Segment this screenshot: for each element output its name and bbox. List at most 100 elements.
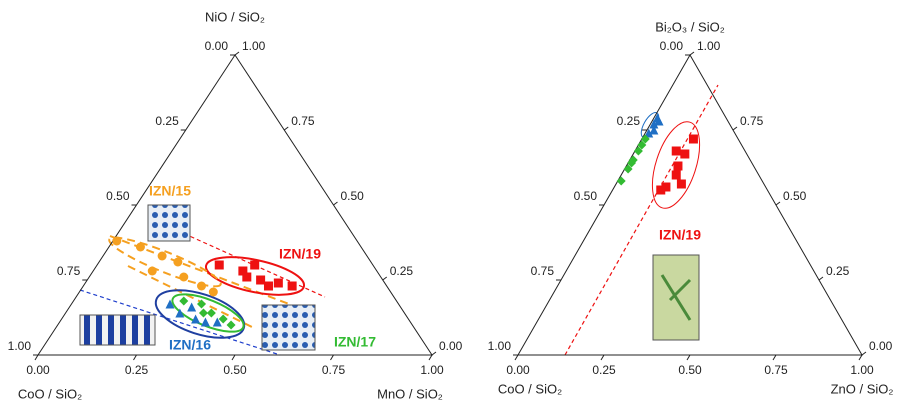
- point: [649, 119, 659, 129]
- point: [671, 170, 681, 180]
- tick-mark: [818, 276, 824, 281]
- point: [212, 317, 222, 327]
- left-tick-label: 1.00: [488, 339, 512, 353]
- point: [226, 320, 236, 330]
- point: [273, 278, 283, 288]
- point: [214, 260, 224, 270]
- point: [673, 161, 683, 171]
- point: [242, 272, 252, 282]
- tick-mark: [689, 51, 695, 56]
- left-tick-label: 1.00: [8, 339, 32, 353]
- point: [218, 314, 228, 324]
- left-tick-label: 0.50: [106, 189, 130, 203]
- point: [263, 281, 273, 291]
- right-tick-label: 0.50: [783, 189, 807, 203]
- point: [680, 149, 690, 159]
- tick-mark: [428, 354, 433, 361]
- point: [147, 266, 157, 276]
- bottom-tick-label: 0.50: [678, 363, 702, 377]
- tick-mark: [283, 126, 289, 131]
- series-label: IZN/17: [334, 334, 376, 350]
- tick-mark: [34, 354, 39, 361]
- point: [173, 257, 183, 267]
- point: [250, 260, 260, 270]
- bottom-tick-label: 1.00: [850, 363, 874, 377]
- left-tick-label: 0.25: [155, 114, 179, 128]
- point: [198, 308, 208, 318]
- point: [688, 134, 698, 144]
- point: [637, 140, 647, 150]
- tick-mark: [133, 354, 137, 361]
- ellipses: [108, 112, 701, 339]
- bottom-tick-label: 0.00: [506, 363, 530, 377]
- point: [623, 164, 633, 174]
- series-label: IZN/19: [659, 227, 701, 243]
- left-tick-label: 0.25: [617, 114, 641, 128]
- point: [200, 317, 210, 327]
- tick-mark: [600, 354, 605, 361]
- left-tick-label: 0.50: [574, 189, 598, 203]
- right-tick-label: 0.25: [826, 264, 850, 278]
- tick-mark: [686, 354, 691, 361]
- tick-mark: [382, 276, 388, 281]
- tick-mark: [732, 126, 738, 131]
- tick-mark: [514, 354, 519, 361]
- series-label: IZN/19: [279, 246, 321, 262]
- point: [633, 146, 643, 156]
- tick-mark: [330, 354, 334, 361]
- point: [179, 272, 189, 282]
- tick-mark: [858, 354, 863, 361]
- point: [649, 125, 659, 135]
- point: [256, 275, 266, 285]
- bottom-tick-label: 0.75: [322, 363, 346, 377]
- right-tick-label: 0.00: [869, 339, 893, 353]
- series-label: IZN/16: [169, 337, 211, 353]
- tick-mark: [431, 351, 437, 356]
- point: [135, 242, 145, 252]
- tick-mark: [231, 354, 236, 361]
- bottom-tick-label: 0.00: [26, 363, 50, 377]
- tick-mark: [234, 51, 240, 56]
- bottom-tick-label: 0.75: [764, 363, 788, 377]
- tick-mark: [861, 351, 867, 356]
- right-tick-label: 0.75: [740, 114, 764, 128]
- right-axis-label: MnO / SiO₂: [377, 386, 443, 401]
- point: [640, 134, 650, 144]
- tick-mark: [775, 201, 781, 206]
- left-tick-label: 0.00: [660, 39, 684, 53]
- series-label: IZN/15: [149, 183, 191, 199]
- point: [671, 146, 681, 156]
- point: [179, 296, 189, 306]
- right-tick-label: 0.25: [390, 264, 414, 278]
- left-axis-label: CoO / SiO₂: [498, 381, 562, 396]
- top-axis-label: NiO / SiO₂: [205, 9, 265, 24]
- point: [676, 179, 686, 189]
- point: [208, 287, 218, 297]
- left-tick-label: 0.75: [531, 264, 555, 278]
- bottom-tick-label: 0.50: [223, 363, 247, 377]
- point: [165, 299, 175, 309]
- tick-mark: [333, 201, 338, 206]
- point: [627, 158, 637, 168]
- right-tick-label: 1.00: [242, 39, 266, 53]
- right-tick-label: 0.50: [341, 189, 365, 203]
- point: [661, 182, 671, 192]
- point: [175, 308, 185, 318]
- left-tick-label: 0.00: [205, 39, 229, 53]
- point: [197, 299, 207, 309]
- point: [157, 251, 167, 261]
- point: [287, 281, 297, 291]
- point: [112, 236, 122, 246]
- point: [187, 302, 197, 312]
- photos: [79, 204, 700, 351]
- point: [206, 308, 216, 318]
- left-tick-label: 0.75: [57, 264, 81, 278]
- right-tick-label: 1.00: [697, 39, 721, 53]
- right-axis-label: ZnO / SiO₂: [831, 381, 894, 396]
- point: [191, 314, 201, 324]
- point: [654, 116, 664, 126]
- right-tick-label: 0.00: [439, 339, 463, 353]
- bottom-tick-label: 0.25: [125, 363, 149, 377]
- tick-mark: [772, 354, 777, 361]
